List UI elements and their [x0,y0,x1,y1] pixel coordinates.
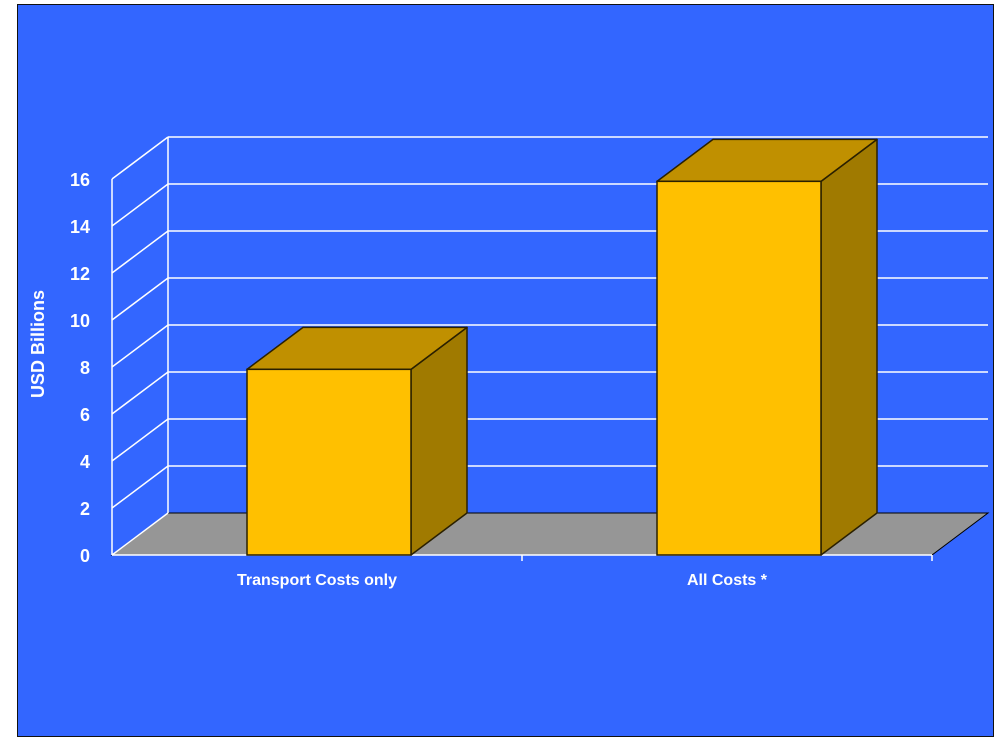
gridline-side [111,324,169,368]
y-tick-label: 8 [80,358,90,378]
y-tick-label: 0 [80,546,90,566]
gridline-side [111,183,169,227]
bar [246,326,468,556]
x-tick-label: Transport Costs only [237,572,397,589]
y-tick-label: 4 [80,452,90,472]
bar [656,138,878,556]
bar-front-face [656,180,822,556]
y-tick-label: 2 [80,499,90,519]
x-tick-label: All Costs * [687,572,768,589]
y-tick-label: 6 [80,405,90,425]
gridline-side [111,371,169,415]
y-tick-labels: 0 2 4 6 8 10 12 14 16 [70,170,90,566]
gridline-side [111,230,169,274]
y-axis-title: USD Billions [28,290,48,398]
bars-layer [246,138,878,556]
y-tick-label: 12 [70,264,90,284]
y-tick-label: 10 [70,311,90,331]
gridline-side [111,277,169,321]
chart-frame: 0 2 4 6 8 10 12 14 16 Transport Costs only All Co… [17,4,994,737]
bar-front-face [246,368,412,556]
gridline-side [111,136,169,180]
y-tick-label: 16 [70,170,90,190]
gridline-side [111,418,169,462]
y-tick-label: 14 [70,217,90,237]
gridline-side [111,465,169,509]
x-tick-labels: Transport Costs only All Costs * [237,572,768,589]
gridline-side [111,512,169,556]
bar-side-face [820,138,878,556]
bar-chart: 0 2 4 6 8 10 12 14 16 Transport Costs only All Co… [28,136,990,589]
